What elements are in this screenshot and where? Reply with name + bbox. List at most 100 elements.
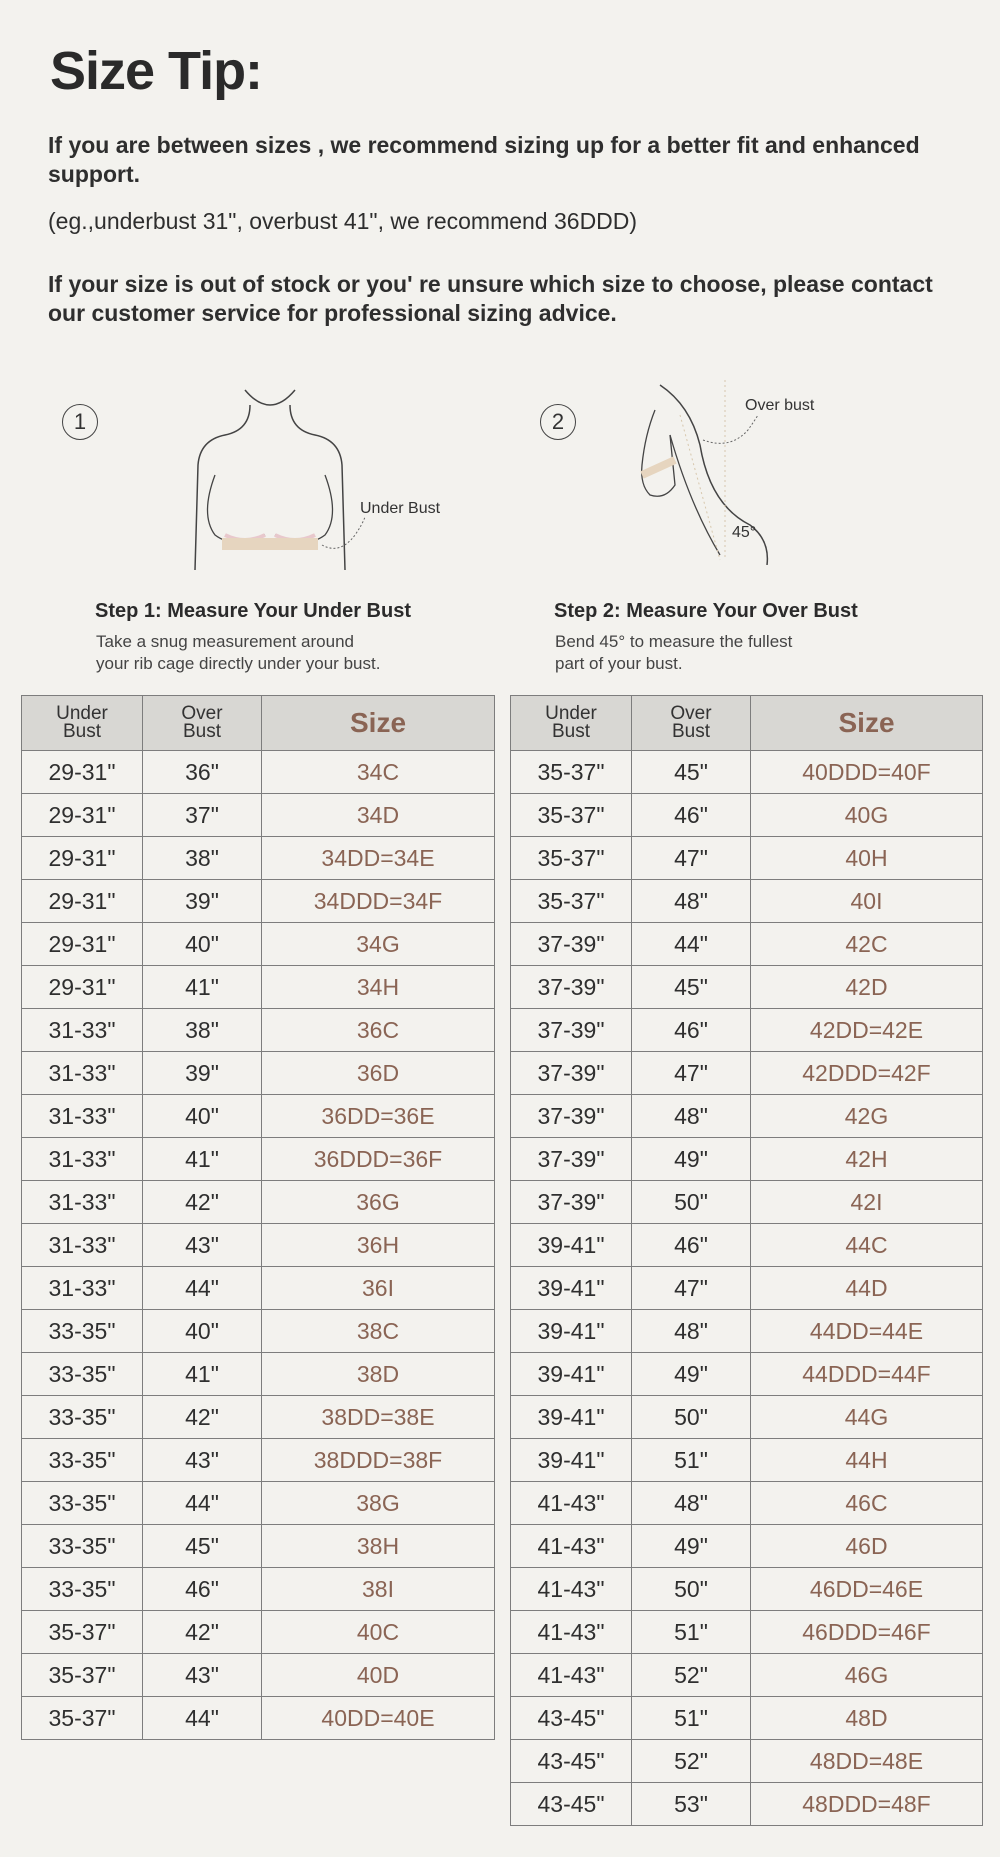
header-size: Size [750,695,983,751]
table-row: 37-39" 50" 42I [510,1180,983,1224]
over-bust-cell: 49" [631,1137,751,1181]
table-row: 33-35" 44" 38G [21,1481,495,1525]
table-header-row: Under Bust Over Bust Size [510,695,983,751]
size-cell: 36I [261,1266,495,1310]
table-row: 31-33" 39" 36D [21,1051,495,1095]
table-row: 35-37" 44" 40DD=40E [21,1696,495,1740]
header-bust-word: Bust [182,721,222,742]
over-bust-cell: 37" [142,793,262,837]
table-row: 29-31" 36" 34C [21,750,495,794]
size-cell: 36G [261,1180,495,1224]
over-bust-cell: 47" [631,836,751,880]
step-2-title: Step 2: Measure Your Over Bust [554,600,858,622]
under-bust-cell: 33-35" [21,1395,143,1439]
over-bust-cell: 40" [142,922,262,966]
size-cell: 34C [261,750,495,794]
table-row: 31-33" 40" 36DD=36E [21,1094,495,1138]
over-bust-cell: 48" [631,1094,751,1138]
under-bust-cell: 35-37" [21,1610,143,1654]
under-bust-cell: 39-41" [510,1438,632,1482]
table-row: 43-45" 51" 48D [510,1696,983,1740]
table-row: 43-45" 53" 48DDD=48F [510,1782,983,1826]
table-row: 41-43" 49" 46D [510,1524,983,1568]
over-bust-label: Over bust [745,397,815,414]
under-bust-cell: 29-31" [21,836,143,880]
step-1-desc-line-2: your rib cage directly under your bust. [96,654,381,673]
size-cell: 38DDD=38F [261,1438,495,1482]
header-over-bust: Over Bust [142,695,262,751]
size-cell: 34G [261,922,495,966]
under-bust-cell: 37-39" [510,1051,632,1095]
header-over-word: Over [181,703,223,724]
size-cell: 46D [750,1524,983,1568]
table-header-row: Under Bust Over Bust Size [21,695,495,751]
table-row: 37-39" 48" 42G [510,1094,983,1138]
under-bust-cell: 39-41" [510,1266,632,1310]
header-size: Size [261,695,495,751]
over-bust-cell: 49" [631,1352,751,1396]
under-bust-label: Under Bust [360,500,441,517]
over-bust-cell: 46" [631,1223,751,1267]
header-under-bust: Under Bust [510,695,632,751]
under-bust-cell: 29-31" [21,793,143,837]
table-row: 39-41" 49" 44DDD=44F [510,1352,983,1396]
table-row: 35-37" 48" 40I [510,879,983,923]
table-row: 41-43" 50" 46DD=46E [510,1567,983,1611]
table-row: 29-31" 41" 34H [21,965,495,1009]
header-bust-word: Bust [671,721,711,742]
under-bust-cell: 39-41" [510,1309,632,1353]
under-bust-cell: 37-39" [510,922,632,966]
over-bust-cell: 41" [142,965,262,1009]
under-bust-cell: 39-41" [510,1223,632,1267]
table-row: 39-41" 51" 44H [510,1438,983,1482]
under-bust-cell: 31-33" [21,1051,143,1095]
size-cell: 42I [750,1180,983,1224]
over-bust-cell: 45" [631,965,751,1009]
table-row: 31-33" 42" 36G [21,1180,495,1224]
table-row: 29-31" 38" 34DD=34E [21,836,495,880]
size-cell: 34H [261,965,495,1009]
under-bust-cell: 31-33" [21,1223,143,1267]
over-bust-cell: 47" [631,1051,751,1095]
header-under-bust: Under Bust [21,695,143,751]
over-bust-cell: 49" [631,1524,751,1568]
size-cell: 40DDD=40F [750,750,983,794]
table-row: 37-39" 44" 42C [510,922,983,966]
size-cell: 42H [750,1137,983,1181]
over-bust-cell: 45" [631,750,751,794]
header-bust-word: Bust [62,721,102,742]
size-cell: 46C [750,1481,983,1525]
over-bust-cell: 41" [142,1137,262,1181]
under-bust-cell: 43-45" [510,1696,632,1740]
over-bust-cell: 42" [142,1180,262,1224]
over-bust-cell: 42" [142,1610,262,1654]
over-bust-cell: 52" [631,1739,751,1783]
under-bust-cell: 29-31" [21,879,143,923]
size-cell: 40DD=40E [261,1696,495,1740]
over-bust-cell: 39" [142,879,262,923]
over-bust-cell: 40" [142,1094,262,1138]
under-bust-cell: 35-37" [21,1696,143,1740]
table-row: 33-35" 46" 38I [21,1567,495,1611]
over-bust-cell: 48" [631,879,751,923]
header-bust-word: Bust [551,721,591,742]
under-bust-cell: 31-33" [21,1266,143,1310]
size-cell: 48DD=48E [750,1739,983,1783]
over-bust-cell: 45" [142,1524,262,1568]
table-row: 35-37" 47" 40H [510,836,983,880]
size-cell: 38I [261,1567,495,1611]
under-bust-cell: 39-41" [510,1352,632,1396]
size-cell: 42D [750,965,983,1009]
over-bust-cell: 36" [142,750,262,794]
under-bust-cell: 29-31" [21,922,143,966]
size-cell: 34DD=34E [261,836,495,880]
under-bust-cell: 41-43" [510,1481,632,1525]
table-row: 41-43" 51" 46DDD=46F [510,1610,983,1654]
over-bust-cell: 38" [142,836,262,880]
under-bust-cell: 37-39" [510,1094,632,1138]
step-1-desc-line-1: Take a snug measurement around [96,632,354,651]
under-bust-cell: 35-37" [510,836,632,880]
size-cell: 46DDD=46F [750,1610,983,1654]
under-bust-cell: 43-45" [510,1782,632,1826]
under-bust-cell: 29-31" [21,965,143,1009]
